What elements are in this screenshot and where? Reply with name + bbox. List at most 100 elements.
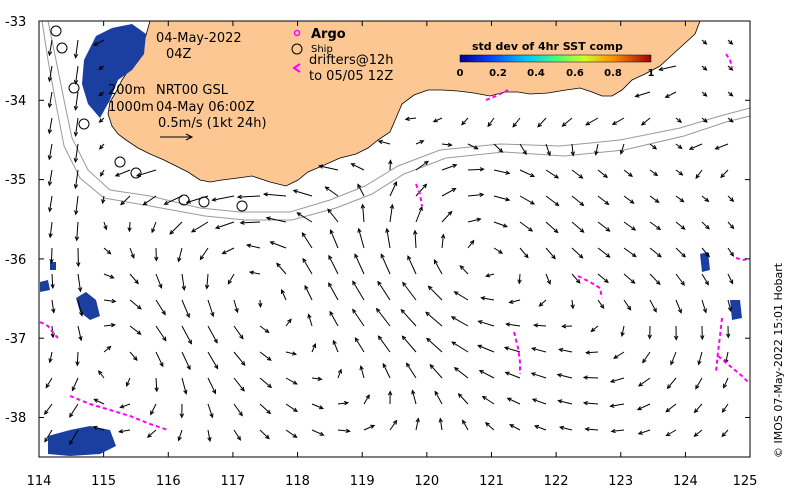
current-vector [461,117,469,126]
current-vector-head [240,386,245,392]
current-vector-head [209,413,214,419]
current-vector [337,402,348,405]
current-vector [304,285,313,301]
current-vector [103,221,107,230]
current-vector-head [462,419,467,425]
current-vector [519,221,533,232]
current-vector [249,271,261,275]
current-vector-head [281,288,285,295]
ship-legend-label: Ship [311,44,333,55]
current-vector [297,212,313,223]
current-vector [240,221,261,224]
x-tick-label: 124 [673,474,698,489]
current-vector-head [130,253,135,259]
current-vector [597,221,610,232]
current-vector-head [377,139,383,145]
current-vector [623,247,637,258]
current-vector [425,311,443,327]
current-vector [93,426,105,431]
current-vector [701,299,707,313]
current-vector [212,195,235,201]
current-vector [545,273,551,285]
current-vector [479,370,495,379]
current-vector-head [183,389,188,395]
current-vector-head [484,422,490,427]
current-vector-head [103,225,108,231]
current-vector [77,325,82,341]
current-vector-head [585,350,591,355]
current-vector-head [292,189,298,194]
current-vector [357,184,365,197]
current-vector [354,254,365,275]
current-vector [727,299,732,312]
current-vector [363,394,370,405]
current-vector [415,206,423,223]
current-vector [360,366,365,379]
sst-stddev-patches [40,24,742,456]
current-vector-head [705,252,710,258]
current-vector [129,299,142,310]
current-vector-head [393,180,398,187]
current-vector-head [729,279,734,285]
colorbar-tick: 0.4 [527,68,545,79]
current-vector [351,163,365,171]
drifter-track [717,355,749,383]
current-vector [701,221,710,230]
current-vector-head [705,224,710,230]
current-vector-head [120,200,125,206]
current-vector-head [582,375,588,380]
y-axis-labels: -33 -34 -35 -36 -37 -38 [5,15,26,426]
current-vector-head [546,279,551,285]
current-vector-head [402,281,407,287]
current-vector [259,325,269,333]
current-vector [233,351,246,366]
current-vector-head [211,197,217,202]
current-vector-head [582,401,588,406]
current-vector-head [71,386,76,392]
current-vector-head [704,197,710,203]
current-vector-head [345,428,351,433]
current-vector [93,39,105,46]
current-vector [675,143,683,149]
current-vector [45,377,53,388]
current-vector [233,377,245,392]
current-vector [363,425,375,431]
current-vector-head [498,249,504,254]
current-vector [128,221,131,232]
current-vector [48,143,53,160]
argo-marker-icon [293,29,301,37]
current-vector-head [77,287,83,293]
current-vector-head [74,236,80,242]
current-vector [649,299,657,313]
current-vector [233,325,244,339]
current-vector-head [728,118,734,123]
x-tick-label: 115 [91,474,116,489]
current-vector-head [503,346,509,351]
current-vector [155,351,164,367]
current-vector [481,297,495,301]
current-vector [302,258,313,275]
current-vector [441,164,457,171]
current-vector-head [609,378,615,383]
current-vector [689,143,703,150]
current-vector [558,400,573,405]
current-vector [402,282,417,301]
current-vector-head [110,323,116,328]
current-vector [451,341,469,353]
current-vector-head [654,198,660,203]
current-vector-head [702,308,707,314]
current-vector-head [47,155,53,161]
current-vector [545,169,559,179]
current-vector-head [98,370,103,376]
current-vector [610,403,625,407]
current-vector [512,117,521,128]
current-vector-head [106,250,112,255]
current-vector-head [199,255,205,261]
current-vector-head [162,336,167,342]
current-vector-head [238,411,243,417]
current-vector [328,282,339,301]
ship-marker-icon [236,200,248,212]
current-vector-head [73,184,79,190]
current-vector-head [49,258,54,264]
current-vector [571,221,585,233]
